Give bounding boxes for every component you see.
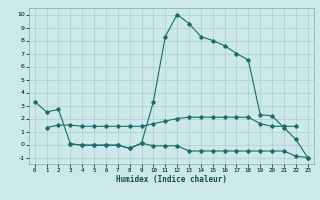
X-axis label: Humidex (Indice chaleur): Humidex (Indice chaleur): [116, 175, 227, 184]
